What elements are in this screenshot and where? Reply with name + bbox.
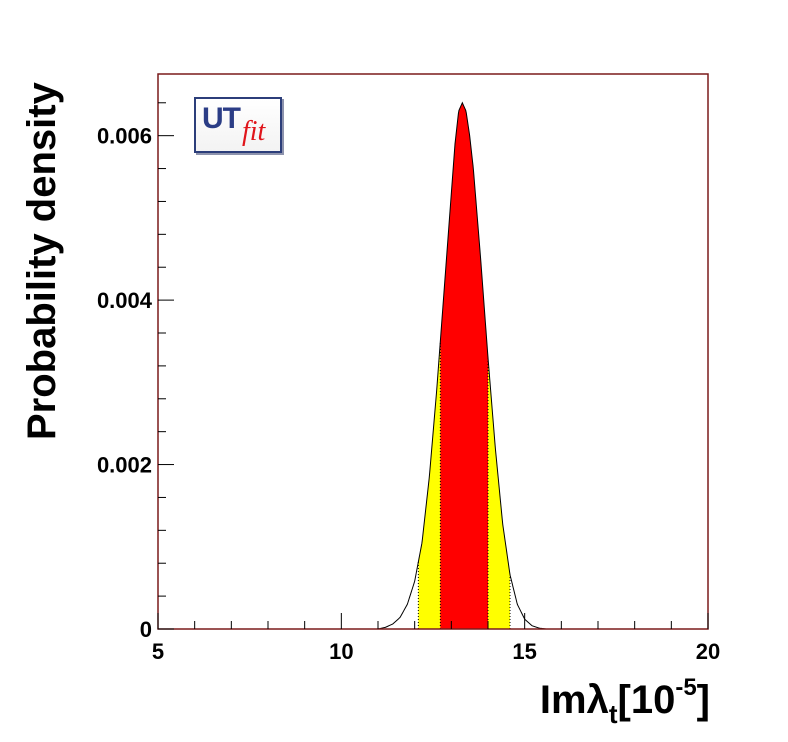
x-tick-label: 5 [152, 639, 164, 664]
y-tick-label: 0.006 [97, 124, 152, 149]
x-axis-label-exponent: -5 [675, 674, 697, 701]
x-axis-label-bracket-close: ] [696, 678, 710, 722]
plot-frame [157, 73, 709, 630]
utfit-logo: UT fit [194, 97, 282, 153]
density-curve-layer [377, 101, 547, 630]
x-axis-label-subscript: t [608, 699, 618, 729]
y-tick-label: 0.004 [97, 288, 153, 313]
logo-ut-text: UT [202, 102, 241, 135]
logo-fit-text: fit [242, 116, 266, 147]
y-tick-label: 0 [140, 617, 152, 642]
interval-band-68pct [440, 102, 488, 629]
x-axis-label-symbol: λ [586, 678, 609, 722]
x-axis-label: Imλt[10-5] [539, 674, 710, 729]
y-axis-label: Probability density [20, 82, 64, 440]
x-axis-label-main: Im [539, 678, 587, 722]
x-tick-label: 15 [512, 639, 536, 664]
axes-layer: 5 10 15 20 0 0.002 0.004 0.006 [97, 73, 720, 664]
credible-interval-bands [417, 102, 511, 629]
x-tick-label: 10 [329, 639, 353, 664]
y-tick-label: 0.002 [97, 453, 152, 478]
density-curve [377, 101, 547, 630]
x-axis-label-bracket-open: [10 [617, 678, 676, 722]
x-tick-label: 20 [696, 639, 720, 664]
